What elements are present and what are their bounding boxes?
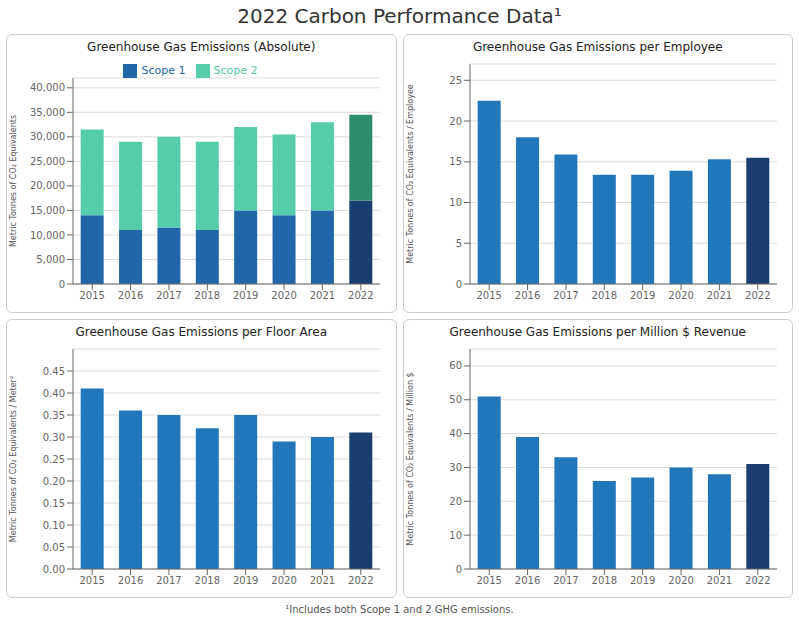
svg-text:10: 10 xyxy=(449,530,462,541)
svg-text:15: 15 xyxy=(449,156,462,167)
svg-text:2019: 2019 xyxy=(629,575,654,586)
html-text:Greenhouse Gas Emissions per M: Greenhouse Gas Emissions per Million $ R… xyxy=(449,325,746,339)
svg-text:0: 0 xyxy=(59,279,65,290)
svg-text:2020: 2020 xyxy=(668,290,693,301)
svg-text:2020: 2020 xyxy=(668,575,693,586)
svg-text:0.00: 0.00 xyxy=(43,564,65,575)
svg-text:2021: 2021 xyxy=(310,290,335,301)
svg-text:2018: 2018 xyxy=(591,575,616,586)
svg-text:0.30: 0.30 xyxy=(43,432,65,443)
svg-text:2022: 2022 xyxy=(745,290,770,301)
svg-text:0.25: 0.25 xyxy=(43,454,65,465)
html-text:¹Includes both Scope 1 and 2 G: ¹Includes both Scope 1 and 2 GHG emissio… xyxy=(285,604,514,615)
svg-text:30,000: 30,000 xyxy=(30,131,65,142)
svg-text:2016: 2016 xyxy=(514,290,539,301)
svg-text:0: 0 xyxy=(455,279,461,290)
svg-text:20: 20 xyxy=(449,116,462,127)
svg-text:0.45: 0.45 xyxy=(43,366,65,377)
svg-text:2018: 2018 xyxy=(195,575,220,586)
svg-text:2017: 2017 xyxy=(553,290,578,301)
svg-text:20,000: 20,000 xyxy=(30,180,65,191)
svg-text:2017: 2017 xyxy=(553,575,578,586)
html-text:2022 Carbon Performance Data¹: 2022 Carbon Performance Data¹ xyxy=(237,4,562,28)
svg-text:2018: 2018 xyxy=(195,290,220,301)
svg-text:2019: 2019 xyxy=(233,575,258,586)
svg-text:0.10: 0.10 xyxy=(43,520,65,531)
svg-text:2019: 2019 xyxy=(233,290,258,301)
svg-text:2021: 2021 xyxy=(706,290,731,301)
svg-text:2022: 2022 xyxy=(348,575,373,586)
svg-text:2021: 2021 xyxy=(706,575,731,586)
svg-text:40: 40 xyxy=(449,428,462,439)
svg-text:60: 60 xyxy=(449,360,462,371)
svg-text:2017: 2017 xyxy=(156,290,181,301)
svg-text:Metric Tonnes of CO₂ Equivalen: Metric Tonnes of CO₂ Equivalents / Meter… xyxy=(9,376,18,542)
html-text:Scope 2: Scope 2 xyxy=(213,64,258,77)
svg-text:10: 10 xyxy=(449,197,462,208)
svg-text:2022: 2022 xyxy=(745,575,770,586)
svg-text:0.05: 0.05 xyxy=(43,542,65,553)
svg-text:2017: 2017 xyxy=(156,575,181,586)
svg-text:2020: 2020 xyxy=(271,575,296,586)
svg-text:2019: 2019 xyxy=(629,290,654,301)
svg-text:25,000: 25,000 xyxy=(30,156,65,167)
svg-text:10,000: 10,000 xyxy=(30,230,65,241)
svg-text:2022: 2022 xyxy=(348,290,373,301)
svg-text:Metric Tonnes of CO₂ Equivalen: Metric Tonnes of CO₂ Equivalents xyxy=(9,115,18,247)
svg-text:0: 0 xyxy=(455,564,461,575)
svg-text:25: 25 xyxy=(449,75,462,86)
svg-text:Metric Tonnes of CO₂ Equivalen: Metric Tonnes of CO₂ Equivalents / Emplo… xyxy=(405,84,414,264)
svg-text:0.40: 0.40 xyxy=(43,388,65,399)
html-text:Scope 1: Scope 1 xyxy=(141,64,186,77)
svg-text:2016: 2016 xyxy=(118,290,143,301)
html-text:Greenhouse Gas Emissions (Abso: Greenhouse Gas Emissions (Absolute) xyxy=(87,40,316,54)
svg-text:2020: 2020 xyxy=(271,290,296,301)
svg-text:0.20: 0.20 xyxy=(43,476,65,487)
html-text:Greenhouse Gas Emissions per F: Greenhouse Gas Emissions per Floor Area xyxy=(75,325,327,339)
svg-text:15,000: 15,000 xyxy=(30,205,65,216)
html-text:Greenhouse Gas Emissions per E: Greenhouse Gas Emissions per Employee xyxy=(472,40,723,54)
svg-text:40,000: 40,000 xyxy=(30,82,65,93)
svg-text:2015: 2015 xyxy=(476,575,501,586)
svg-text:0.15: 0.15 xyxy=(43,498,65,509)
svg-text:2015: 2015 xyxy=(476,290,501,301)
svg-text:2018: 2018 xyxy=(591,290,616,301)
svg-text:2015: 2015 xyxy=(79,290,104,301)
svg-text:2016: 2016 xyxy=(118,575,143,586)
svg-text:5,000: 5,000 xyxy=(36,254,65,265)
svg-text:20: 20 xyxy=(449,496,462,507)
svg-text:Metric Tonnes of CO₂ Equivalen: Metric Tonnes of CO₂ Equivalents / Milli… xyxy=(405,372,414,545)
svg-text:50: 50 xyxy=(449,394,462,405)
svg-text:2021: 2021 xyxy=(310,575,335,586)
svg-text:35,000: 35,000 xyxy=(30,107,65,118)
svg-text:0.35: 0.35 xyxy=(43,410,65,421)
svg-text:2015: 2015 xyxy=(79,575,104,586)
svg-text:5: 5 xyxy=(455,238,461,249)
svg-text:30: 30 xyxy=(449,462,462,473)
svg-text:2016: 2016 xyxy=(514,575,539,586)
